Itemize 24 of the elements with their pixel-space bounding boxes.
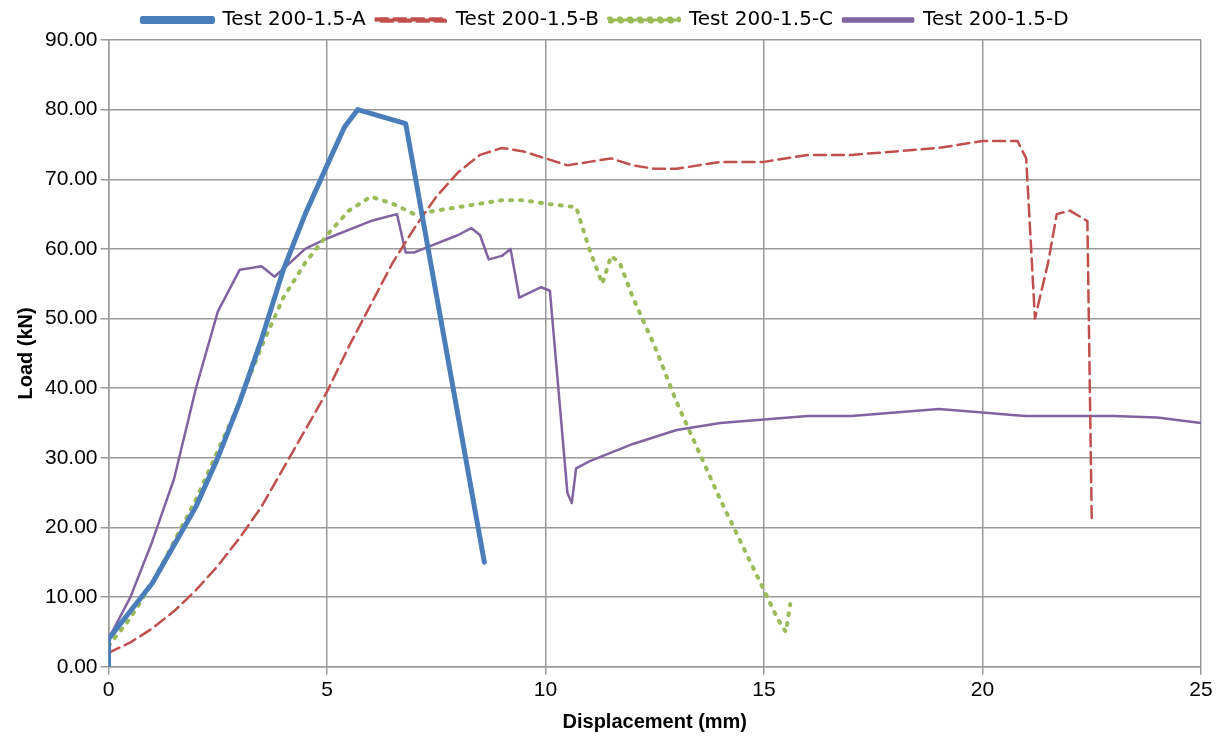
line-series (108, 139, 1094, 655)
x-axis-title: Displacement (mm) (562, 709, 748, 732)
x-tick-label: 15 (752, 677, 776, 701)
y-tick-label: 50.00 (44, 305, 98, 329)
legend-label: Test 200-1.5-A (221, 6, 367, 31)
y-axis-title: Load (kN) (13, 307, 36, 400)
x-tick-label: 5 (321, 677, 333, 701)
legend-label: Test 200-1.5-C (687, 6, 834, 31)
legend-label: Test 200-1.5-B (454, 6, 599, 31)
line-series (108, 194, 793, 648)
y-tick-label: 10.00 (44, 583, 98, 607)
y-tick-label: 60.00 (44, 235, 98, 259)
y-tick-label: 30.00 (44, 444, 98, 468)
y-tick-label: 70.00 (44, 166, 98, 190)
y-tick-label: 20.00 (44, 514, 98, 538)
x-tick-label: 10 (533, 677, 558, 701)
x-tick-label: 25 (1189, 677, 1213, 701)
y-tick-label: 40.00 (44, 375, 98, 399)
x-tick-label: 0 (102, 677, 115, 701)
legend-label: Test 200-1.5-D (922, 6, 1069, 31)
y-tick-label: 0.00 (56, 653, 98, 677)
y-tick-label: 90.00 (44, 26, 98, 50)
y-tick-label: 80.00 (44, 96, 98, 120)
x-tick-label: 20 (970, 677, 995, 701)
